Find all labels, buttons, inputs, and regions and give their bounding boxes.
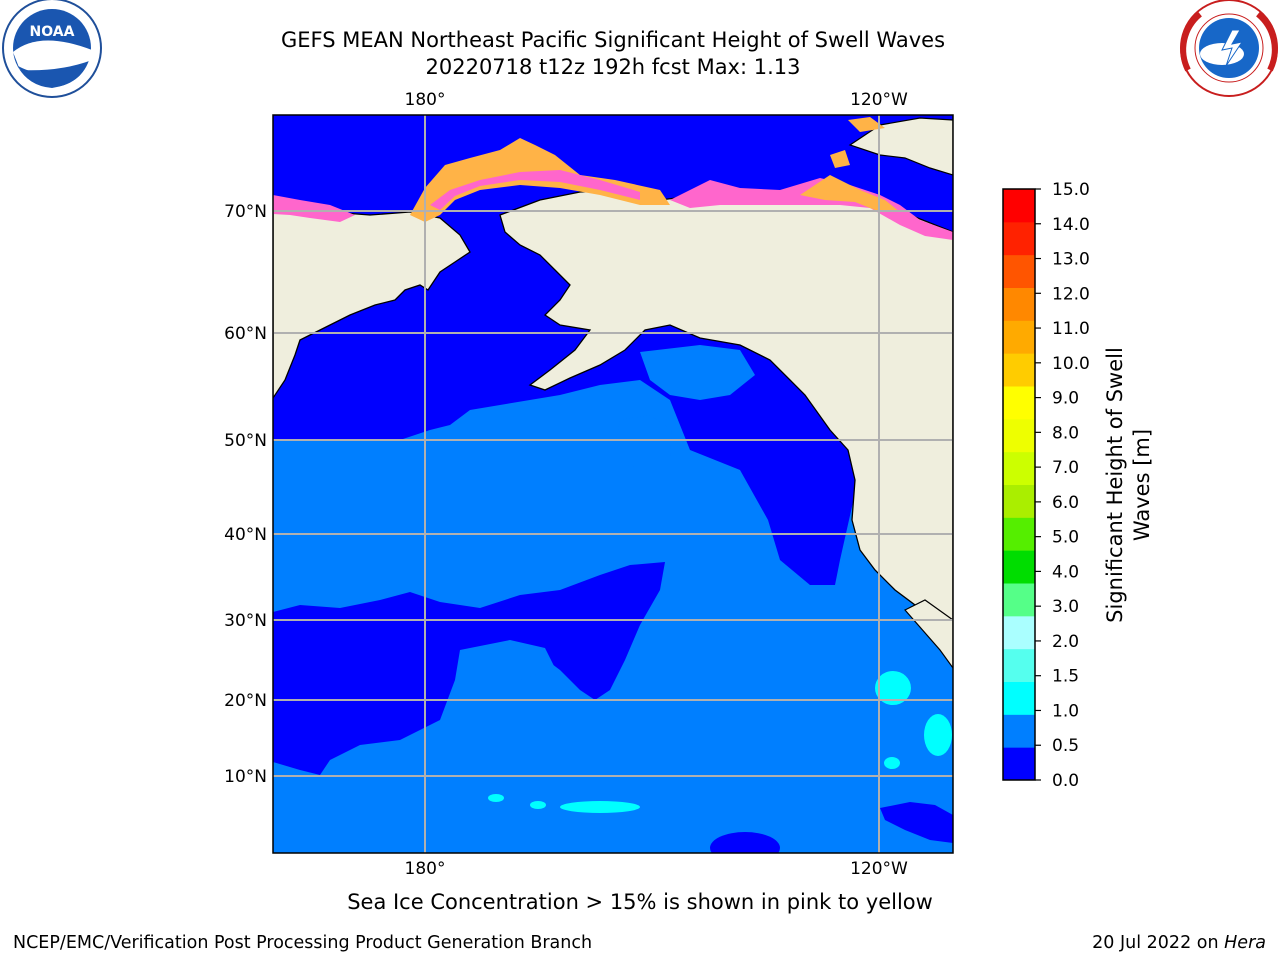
lat-10n: 10°N <box>224 767 267 787</box>
colorbar-segment <box>1003 451 1035 485</box>
lat-20n: 20°N <box>224 691 267 711</box>
footer-date: 20 Jul 2022 on Hera <box>1092 933 1266 953</box>
colorbar-tick-label: 9.0 <box>1052 389 1079 409</box>
colorbar-segment <box>1003 517 1035 551</box>
colorbar-segment <box>1003 353 1035 387</box>
ocean-low-swell-south-2 <box>880 802 953 843</box>
colorbar-label-line1: Significant Height of Swell <box>1103 347 1127 623</box>
lat-40n: 40°N <box>224 525 267 545</box>
axis-labels: 180° 120°W 180° 120°W 70°N 60°N 50°N 40°… <box>224 90 908 879</box>
land-arctic-islands <box>848 117 953 176</box>
lat-50n: 50°N <box>224 431 267 451</box>
lat-60n: 60°N <box>224 324 267 344</box>
colorbar-segment <box>1003 714 1035 748</box>
colorbar-tick-label: 2.0 <box>1052 632 1079 652</box>
ocean-high-swell-4 <box>560 801 640 813</box>
ocean-low-swell-south-1 <box>710 832 780 853</box>
lon-top-180: 180° <box>405 90 446 110</box>
colorbar-tick-label: 0.5 <box>1052 736 1079 756</box>
ocean-high-swell-1 <box>875 671 911 705</box>
colorbar-frame <box>1002 188 1036 781</box>
colorbar-tick-label: 7.0 <box>1052 458 1079 478</box>
colorbar-tick-label: 12.0 <box>1052 284 1090 304</box>
nws-logo <box>1180 0 1278 97</box>
colorbar-tick-label: 10.0 <box>1052 354 1090 374</box>
ocean-high-swell-5 <box>530 801 546 809</box>
colorbar-tick-label: 5.0 <box>1052 528 1079 548</box>
noaa-logo: NOAA <box>2 0 102 98</box>
lon-bottom-120w: 120°W <box>850 859 908 879</box>
ocean-high-swell-6 <box>488 794 504 802</box>
sea-ice-chukchi-edge <box>430 170 640 210</box>
ocean-mid-swell-gulf <box>640 345 755 400</box>
colorbar-label-line2: Waves [m] <box>1130 429 1154 541</box>
colorbar-segment <box>1003 550 1035 584</box>
sea-ice-beaufort-yellow <box>800 175 900 212</box>
ocean-high-swell-2 <box>924 714 952 756</box>
lon-top-120w: 120°W <box>850 90 908 110</box>
colorbar-segment <box>1003 747 1035 781</box>
sea-ice-beaufort <box>670 178 953 240</box>
ocean-high-swell-3 <box>884 757 900 769</box>
lat-70n: 70°N <box>224 202 267 222</box>
colorbar-tick-label: 4.0 <box>1052 562 1079 582</box>
gridlines <box>273 115 953 853</box>
sea-ice-arctic-edge <box>830 150 850 168</box>
colorbar-segment <box>1003 189 1035 223</box>
colorbar-tick-label: 13.0 <box>1052 250 1090 270</box>
ocean-mid-swell-inset <box>455 640 555 690</box>
footer-credit: NCEP/EMC/Verification Post Processing Pr… <box>13 933 593 953</box>
map-frame <box>272 114 954 854</box>
colorbar-tick-label: 1.0 <box>1052 701 1079 721</box>
colorbar-segment <box>1003 681 1035 715</box>
sea-ice-top <box>848 117 885 132</box>
chart-subtitle: 20220718 t12z 192h fcst Max: 1.13 <box>425 55 801 79</box>
ocean-mid-swell-patch <box>615 415 672 470</box>
chart-title: GEFS MEAN Northeast Pacific Significant … <box>280 28 946 52</box>
colorbar-tick-label: 11.0 <box>1052 319 1090 339</box>
land-mexico <box>904 599 953 670</box>
colorbar-segment <box>1003 418 1035 453</box>
colorbar-segment <box>1003 320 1035 354</box>
colorbar-tick-label: 3.0 <box>1052 597 1079 617</box>
lon-bottom-180: 180° <box>405 859 446 879</box>
colorbar-tick-label: 8.0 <box>1052 423 1079 443</box>
colorbar-tick-label: 0.0 <box>1052 771 1079 791</box>
colorbar-segment <box>1003 484 1035 518</box>
colorbar-segment <box>1003 386 1035 420</box>
map-plot-area <box>273 115 953 853</box>
sea-ice-note: Sea Ice Concentration > 15% is shown in … <box>347 890 933 914</box>
colorbar-segment <box>1003 254 1035 288</box>
colorbar-tick-label: 6.0 <box>1052 493 1079 513</box>
colorbar-segment <box>1003 615 1035 650</box>
colorbar-segment <box>1003 221 1035 256</box>
colorbar-tick-label: 15.0 <box>1052 180 1090 200</box>
colorbar-segment <box>1003 287 1035 321</box>
colorbar-tick-label: 1.5 <box>1052 667 1079 687</box>
sea-ice-east-siberian <box>273 195 355 222</box>
lat-30n: 30°N <box>224 611 267 631</box>
colorbar-segment <box>1003 648 1035 682</box>
noaa-logo-text: NOAA <box>30 24 75 40</box>
colorbar-tick-label: 14.0 <box>1052 215 1090 235</box>
colorbar: 0.0 0.5 1.0 1.5 2.0 3.0 4.0 5.0 6.0 7.0 8.0 9.0 10.0… <box>1002 180 1090 791</box>
colorbar-segment <box>1003 583 1035 617</box>
footer-host: Hera <box>1224 933 1266 953</box>
footer-date-text: 20 Jul 2022 on <box>1092 933 1219 953</box>
